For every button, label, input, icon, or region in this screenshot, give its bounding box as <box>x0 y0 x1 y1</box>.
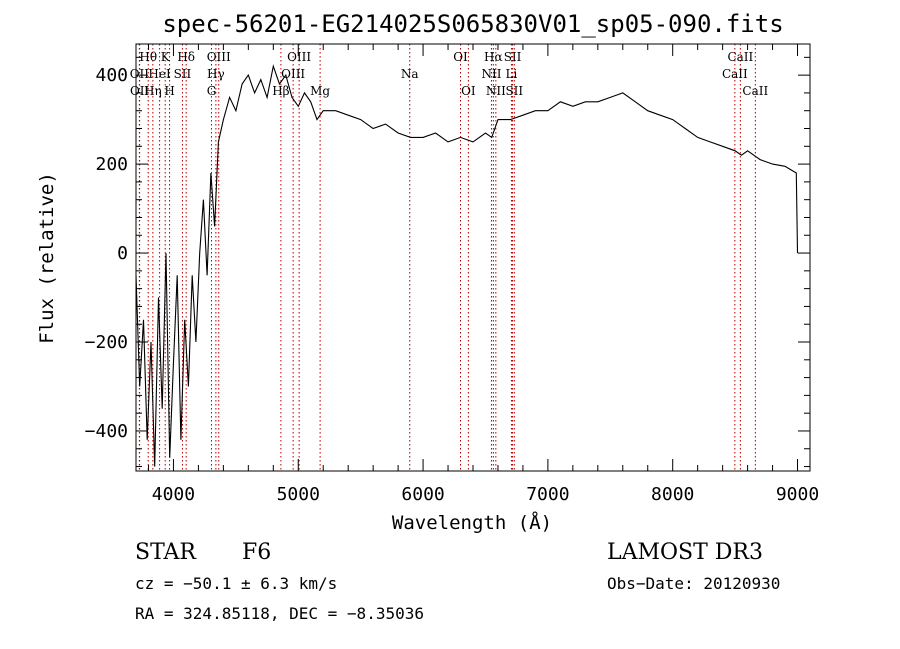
spectral-line-label: Na <box>401 67 419 81</box>
spectral-line-label: Hα <box>484 50 503 64</box>
survey-name: LAMOST DR3 <box>607 540 763 565</box>
x-tick-label: 6000 <box>401 484 444 505</box>
coordinates-text: RA = 324.85118, DEC = −8.35036 <box>135 604 424 623</box>
redshift-text: cz = −50.1 ± 6.3 km/s <box>135 574 338 593</box>
spectral-line-label: Hβ <box>272 84 289 98</box>
spectral-line-label: CaII <box>727 50 753 64</box>
spectral-line-label: Hγ <box>207 67 225 81</box>
y-tick-label: −400 <box>85 421 128 442</box>
x-axis-label: Wavelength (Å) <box>392 511 552 534</box>
spectral-line-label: CaII <box>722 67 748 81</box>
x-tick-label: 7000 <box>526 484 569 505</box>
plot-frame <box>135 43 811 472</box>
y-tick-label: 200 <box>95 154 128 175</box>
object-class: STAR <box>135 540 196 565</box>
y-tick-label: −200 <box>85 332 128 353</box>
spectral-line-label: CaII <box>742 84 768 98</box>
y-axis-label: Flux (relative) <box>36 172 58 344</box>
spectral-line-label: OII <box>130 84 150 98</box>
spectral-line-label: H <box>164 84 174 98</box>
spectral-line-label: HeI <box>148 67 171 81</box>
spectral-lines-layer <box>138 44 756 471</box>
x-tick-label: 8000 <box>651 484 694 505</box>
axis-ticks: 4000 5000 6000 7000 8000 9000 −400 −200 0 200 400 <box>85 44 819 505</box>
x-tick-label: 5000 <box>277 484 320 505</box>
spectral-line-label: K <box>161 50 171 64</box>
spectral-line-label: NII <box>481 67 501 81</box>
flux-series-line <box>135 64 799 467</box>
obs-date-text: Obs−Date: 20120930 <box>607 574 781 593</box>
spectral-line-label: OII <box>130 67 150 81</box>
y-tick-label: 0 <box>117 243 128 264</box>
spectral-line-label: Hθ <box>139 50 157 64</box>
y-tick-label: 400 <box>95 65 128 86</box>
spectral-line-label: NII <box>486 84 506 98</box>
x-tick-label: 4000 <box>152 484 195 505</box>
spectral-line-label: SII <box>174 67 192 81</box>
spectral-line-label: OIII <box>281 67 305 81</box>
spectral-line-label: OI <box>461 84 476 98</box>
spectral-line-label: OI <box>453 50 468 64</box>
object-subclass: F6 <box>242 540 272 565</box>
spectral-line-label: Li <box>506 67 518 81</box>
spectral-line-label: SII <box>504 50 522 64</box>
spectral-line-label: Hη <box>144 84 162 98</box>
spectral-line-label: Mg <box>310 84 330 98</box>
spectral-line-label: G <box>207 84 217 98</box>
x-tick-label: 9000 <box>776 484 819 505</box>
chart-title: spec-56201-EG214025S065830V01_sp05-090.f… <box>162 10 783 38</box>
spectral-line-label: OIII <box>287 50 311 64</box>
spectral-line-label: OIII <box>207 50 231 64</box>
spectral-line-label: Hδ <box>177 50 195 64</box>
spectral-line-label: SII <box>505 84 523 98</box>
